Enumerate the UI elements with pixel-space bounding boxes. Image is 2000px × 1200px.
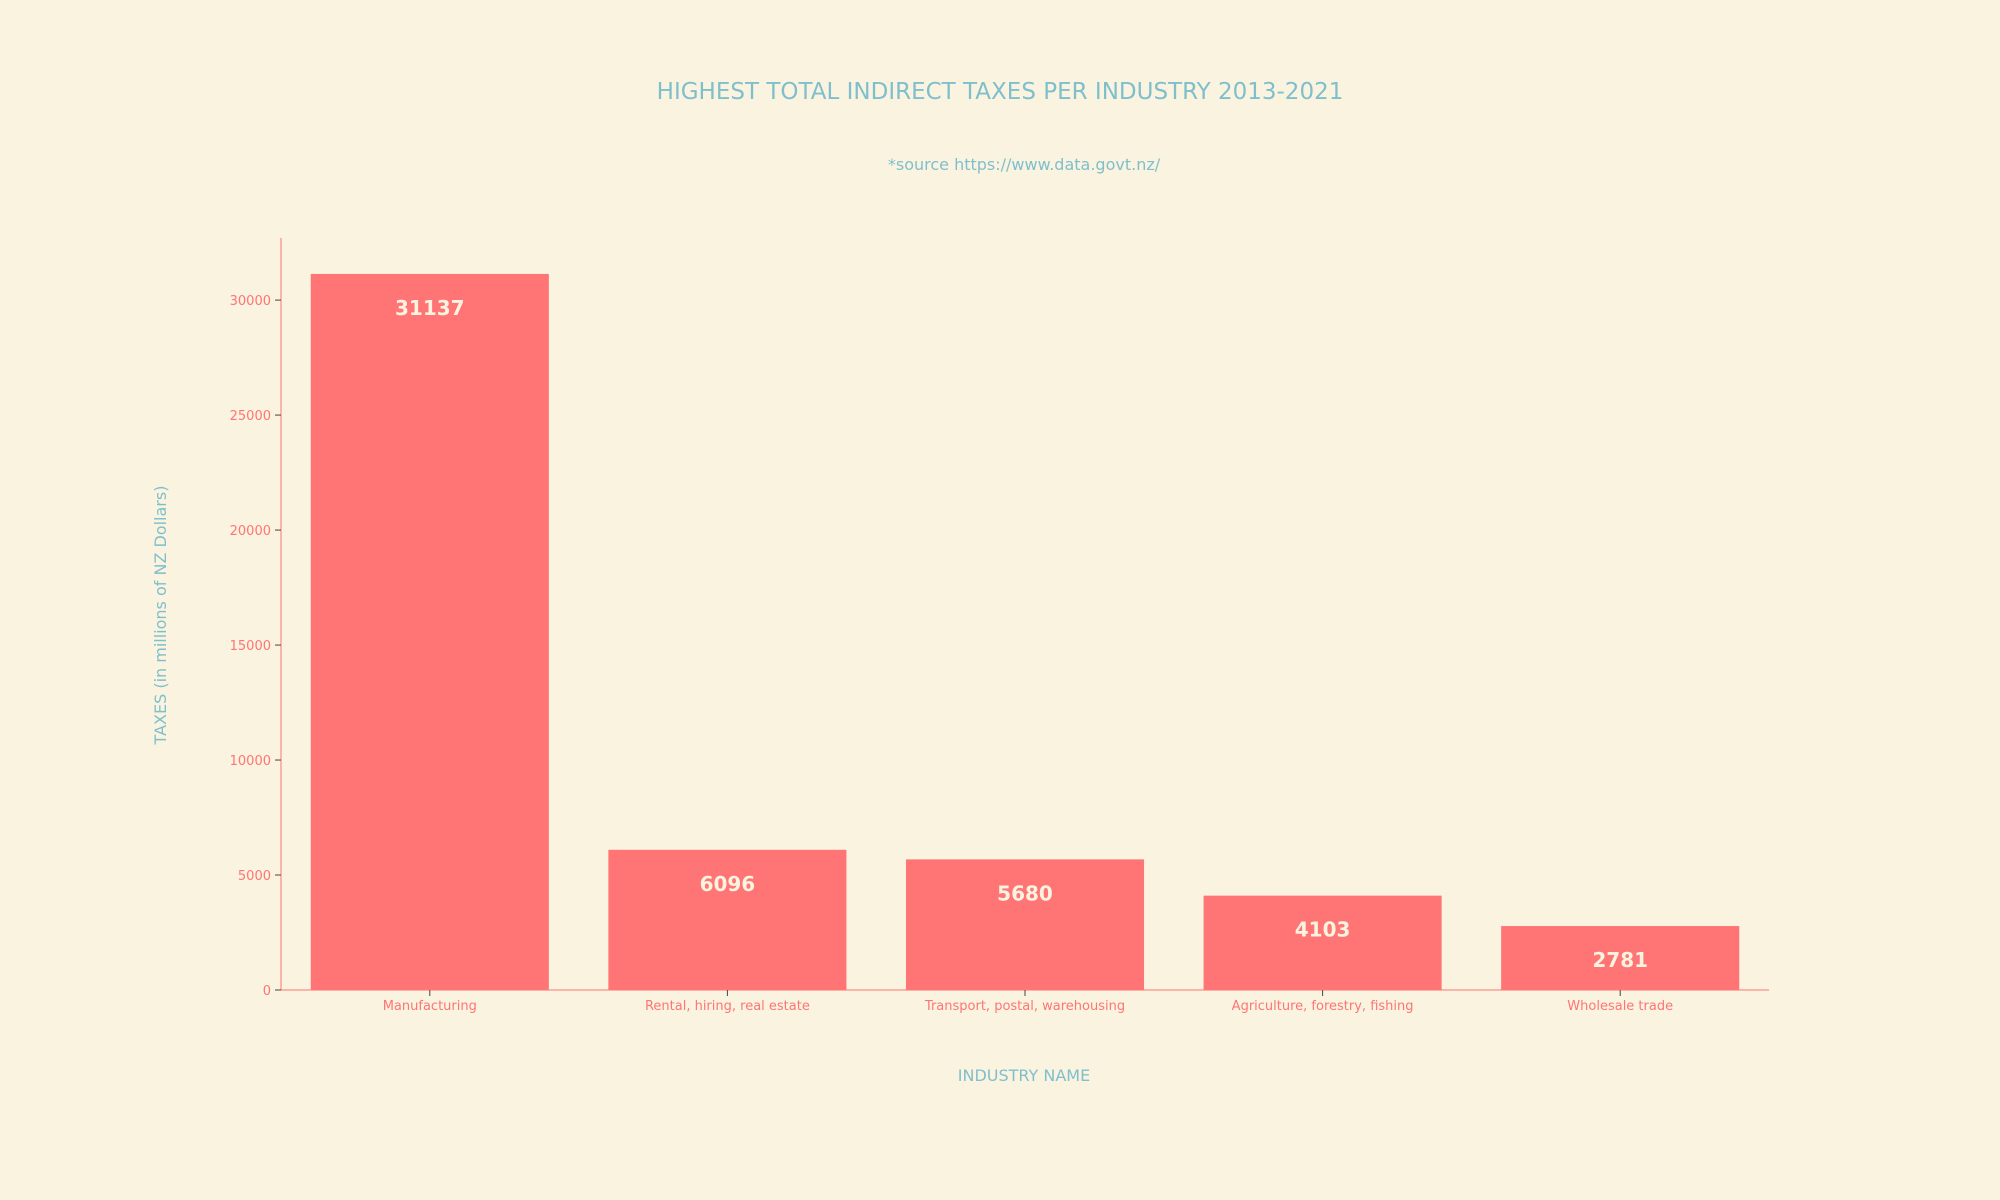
bar-value-label: 31137 [395,296,465,320]
x-axis-label: INDUSTRY NAME [958,1066,1090,1085]
y-tick-label: 20000 [230,524,271,539]
x-tick-label: Manufacturing [383,999,477,1014]
bar [1203,895,1442,990]
bar [905,859,1145,990]
y-tick-label: 10000 [230,754,271,769]
chart-title: HIGHEST TOTAL INDIRECT TAXES PER INDUSTR… [657,79,1344,105]
plot-area: 0 5000 10000 15000 20000 25000 30000 31137 Manuf… [230,238,1769,1014]
x-tick-label: Agriculture, forestry, fishing [1232,999,1414,1014]
x-tick-label: Wholesale trade [1567,999,1673,1014]
bar-value-label: 2781 [1592,948,1648,972]
bar-value-label: 6096 [700,872,756,896]
bar [310,273,549,990]
y-axis-label: TAXES (in millions of NZ Dollars) [151,486,170,746]
y-tick-label: 15000 [230,639,271,654]
y-tick-label: 0 [263,984,271,999]
x-tick-label: Transport, postal, warehousing [924,999,1125,1014]
bar-value-label: 4103 [1295,918,1351,942]
y-tick-label: 5000 [238,869,271,884]
bar [1501,926,1740,990]
x-tick-label: Rental, hiring, real estate [645,999,810,1014]
y-tick-label: 25000 [230,409,271,424]
bar-value-label: 5680 [997,881,1053,905]
bar [608,849,847,990]
chart-subtitle: *source https://www.data.govt.nz/ [888,155,1161,174]
y-tick-label: 30000 [230,294,271,309]
